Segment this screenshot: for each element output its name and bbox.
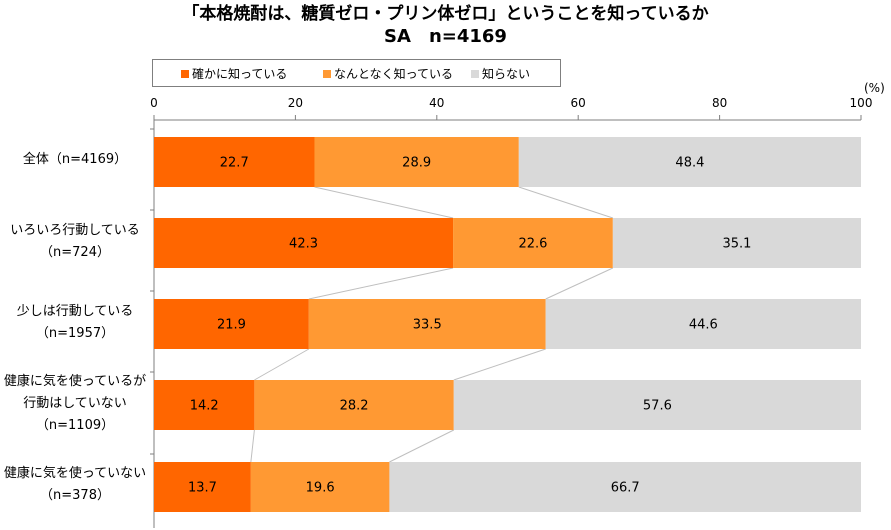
series-connector-line xyxy=(389,429,454,463)
series-connector-line xyxy=(314,186,454,219)
category-label-line: いろいろ行動している xyxy=(10,223,140,238)
category-label-active: いろいろ行動している （n=724） xyxy=(0,220,150,264)
data-label: 48.4 xyxy=(675,156,704,171)
segment-know-well xyxy=(154,218,454,268)
x-tick-label: 60 xyxy=(570,96,586,110)
legend-swatch-somewhat xyxy=(323,70,331,78)
segment-know-well xyxy=(154,462,251,512)
data-label: 42.3 xyxy=(289,237,318,252)
category-label-line: 全体（n=4169） xyxy=(22,152,128,167)
data-label: 66.7 xyxy=(611,481,640,496)
category-label-line: 健康に気を使っていない xyxy=(3,466,147,481)
chart-subtitle: SA n=4169 xyxy=(384,26,507,47)
series-connector-line xyxy=(254,348,310,381)
series-connector-line xyxy=(545,267,614,300)
data-label: 44.6 xyxy=(689,318,718,333)
category-label-somewhat-active: 少しは行動している （n=1957） xyxy=(0,301,150,345)
segment-somewhat xyxy=(254,380,454,430)
category-label-line: 健康に気を使っているが xyxy=(3,374,147,389)
segment-somewhat xyxy=(453,218,613,268)
category-label-line: （n=724） xyxy=(40,245,110,260)
unit-label: (%) xyxy=(864,81,885,95)
legend-item-know-well: 確かに知っている xyxy=(181,67,287,81)
data-label: 21.9 xyxy=(217,318,246,333)
legend-label: なんとなく知っている xyxy=(334,67,454,81)
x-tick-label: 80 xyxy=(711,96,728,110)
segment-dont-know xyxy=(389,462,861,512)
legend-label: 確かに知っている xyxy=(192,67,288,81)
data-label: 28.2 xyxy=(340,399,369,414)
x-tick-label: 0 xyxy=(150,96,158,110)
data-label: 14.2 xyxy=(190,399,219,414)
data-label: 28.9 xyxy=(402,156,431,171)
series-connector-line xyxy=(308,267,454,300)
segment-dont-know xyxy=(518,137,861,187)
category-label-line: 少しは行動している xyxy=(16,304,134,319)
category-label-conscious-inactive: 健康に気を使っているが 行動はしていない （n=1109） xyxy=(0,371,150,437)
legend-swatch-know-well xyxy=(181,70,189,78)
data-label: 33.5 xyxy=(413,318,442,333)
x-tick-label: 100 xyxy=(849,96,873,110)
data-label: 57.6 xyxy=(643,399,672,414)
legend-label: 知らない xyxy=(482,67,531,81)
data-label: 22.7 xyxy=(220,156,249,171)
data-label: 22.6 xyxy=(518,237,547,252)
x-tick-label: 40 xyxy=(429,96,445,110)
segment-somewhat xyxy=(314,137,519,187)
chart-title: 「本格焼酎は、糖質ゼロ・プリン体ゼロ」ということを知っているか xyxy=(182,4,709,24)
category-label-not-conscious: 健康に気を使っていない （n=378） xyxy=(0,463,150,507)
segment-dont-know xyxy=(453,380,861,430)
category-label-line: （n=1957） xyxy=(35,326,115,341)
category-label-line: （n=1109） xyxy=(35,418,115,433)
legend-item-dont-know: 知らない xyxy=(471,67,530,81)
series-connector-line xyxy=(453,348,546,381)
series-connector-line xyxy=(250,429,255,463)
legend-swatch-dont-know xyxy=(471,70,479,78)
x-tick-label: 20 xyxy=(287,96,304,110)
series-connector-line xyxy=(518,186,613,219)
data-label: 13.7 xyxy=(188,481,217,496)
segment-somewhat xyxy=(250,462,390,512)
category-label-line: 行動はしていない xyxy=(23,396,127,411)
segment-know-well xyxy=(154,380,255,430)
segment-dont-know xyxy=(612,218,861,268)
segment-know-well xyxy=(154,299,309,349)
segment-dont-know xyxy=(545,299,861,349)
legend: 確かに知っている なんとなく知っている 知らない xyxy=(152,59,561,87)
data-label: 19.6 xyxy=(306,481,335,496)
category-label-total: 全体（n=4169） xyxy=(0,149,150,171)
category-label-line: （n=378） xyxy=(40,488,110,503)
data-label: 35.1 xyxy=(722,237,751,252)
legend-item-somewhat: なんとなく知っている xyxy=(323,67,453,81)
segment-know-well xyxy=(154,137,315,187)
segment-somewhat xyxy=(308,299,546,349)
